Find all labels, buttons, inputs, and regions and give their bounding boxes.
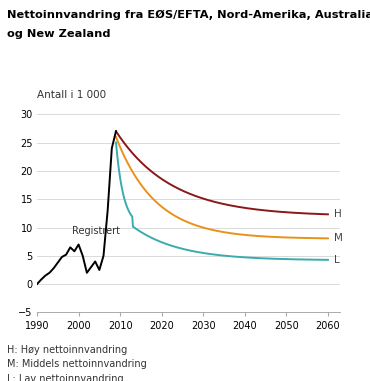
Text: M: M [334, 233, 343, 243]
Text: Registrert: Registrert [72, 226, 120, 236]
Text: H: Høy nettoinnvandring: H: Høy nettoinnvandring [7, 345, 128, 355]
Text: og New Zealand: og New Zealand [7, 29, 111, 39]
Text: Antall i 1 000: Antall i 1 000 [37, 90, 106, 101]
Text: L: Lav nettoinnvandring: L: Lav nettoinnvandring [7, 374, 124, 381]
Text: L: L [334, 255, 340, 265]
Text: H: H [334, 209, 342, 219]
Text: Nettoinnvandring fra EØS/EFTA, Nord-Amerika, Australia: Nettoinnvandring fra EØS/EFTA, Nord-Amer… [7, 10, 370, 20]
Text: M: Middels nettoinnvandring: M: Middels nettoinnvandring [7, 359, 147, 369]
